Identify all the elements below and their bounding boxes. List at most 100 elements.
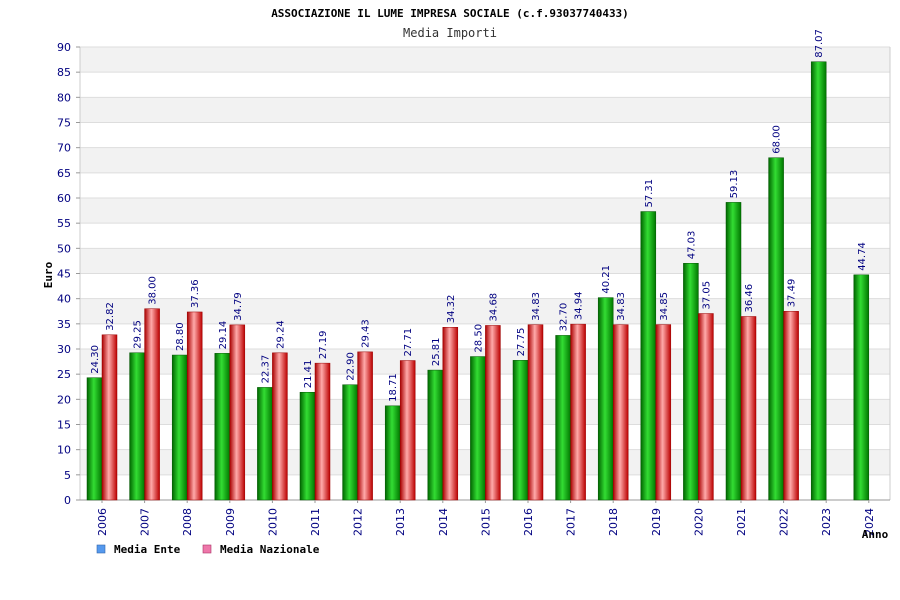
data-label-media-nazionale: 37.49	[787, 279, 798, 308]
data-label-media-ente: 59.13	[729, 170, 740, 199]
data-label-media-nazionale: 34.83	[616, 292, 627, 321]
legend-label-media-ente: Media Ente	[114, 543, 181, 556]
y-tick-label: 35	[57, 318, 71, 331]
data-label-media-ente: 29.25	[133, 320, 144, 349]
data-label-media-ente: 28.50	[473, 324, 484, 353]
x-tick-label: 2006	[96, 508, 109, 536]
y-tick-label: 30	[57, 343, 71, 356]
bar-media-ente	[470, 356, 486, 501]
y-axis-label: Euro	[42, 261, 55, 288]
bar-media-nazionale	[272, 352, 288, 501]
x-tick-label: 2009	[224, 508, 237, 536]
data-label-media-nazionale: 38.00	[148, 276, 159, 305]
x-tick-label: 2014	[437, 508, 450, 536]
data-label-media-ente: 29.14	[218, 321, 229, 350]
x-tick-label: 2024	[863, 508, 876, 536]
x-tick-label: 2017	[565, 508, 578, 536]
data-label-media-nazionale: 27.71	[403, 328, 414, 357]
data-label-media-nazionale: 34.32	[446, 295, 457, 324]
y-tick-label: 20	[57, 393, 71, 406]
x-tick-label: 2007	[139, 508, 152, 536]
x-tick-label: 2013	[394, 508, 407, 536]
data-label-media-ente: 44.74	[857, 242, 868, 271]
bar-media-ente	[555, 335, 571, 501]
data-label-media-nazionale: 36.46	[744, 284, 755, 313]
y-tick-label: 55	[57, 217, 71, 230]
bar-media-nazionale	[229, 324, 246, 501]
y-tick-label: 15	[57, 419, 71, 432]
y-axis-ticks: 0 5 10 15 20 25 30 35 40 45 50 55 60 65 70 75 80 85 90	[57, 41, 80, 507]
grid-band	[80, 122, 890, 148]
y-tick-label: 50	[57, 242, 71, 255]
bar-media-nazionale	[399, 360, 416, 501]
bar-media-nazionale	[783, 311, 799, 501]
bar-media-nazionale	[527, 324, 544, 501]
bar-media-nazionale	[698, 313, 714, 501]
bars: 24.30 32.82 29.25 38.00 28.80 37.36 29.14 34.79…	[86, 29, 870, 501]
data-label-media-ente: 68.00	[772, 125, 783, 154]
y-tick-label: 80	[57, 91, 71, 104]
x-axis-ticks: 2006 2007 2008 2009 2010 2011 2012 2013 2014 2015…	[96, 500, 876, 536]
data-label-media-ente: 22.90	[346, 352, 357, 381]
bar-media-ente	[129, 352, 145, 501]
data-label-media-nazionale: 34.68	[488, 293, 499, 322]
x-tick-label: 2010	[266, 508, 279, 536]
bar-media-nazionale	[570, 323, 586, 501]
grid-band	[80, 273, 890, 299]
x-tick-label: 2008	[181, 508, 194, 536]
grid-band	[80, 72, 890, 98]
y-tick-label: 10	[57, 444, 71, 457]
y-tick-label: 65	[57, 167, 71, 180]
chart-title: ASSOCIAZIONE IL LUME IMPRESA SOCIALE (c.…	[271, 7, 629, 20]
bar-media-nazionale	[485, 325, 501, 501]
y-tick-label: 0	[64, 494, 71, 507]
legend-swatch-media-ente	[96, 544, 106, 554]
data-label-media-ente: 47.03	[686, 231, 697, 260]
data-label-media-nazionale: 34.94	[574, 291, 585, 320]
bar-media-ente	[214, 353, 231, 501]
chart-subtitle: Media Importi	[403, 26, 497, 40]
bar-media-nazionale	[314, 362, 331, 501]
grid-band	[80, 147, 890, 173]
bar-media-ente	[683, 263, 699, 501]
bar-media-ente	[384, 405, 401, 501]
data-label-media-ente: 27.75	[516, 328, 527, 357]
legend: Media Ente Media Nazionale	[96, 543, 320, 556]
data-label-media-ente: 24.30	[90, 345, 101, 374]
x-tick-label: 2012	[352, 508, 365, 536]
x-tick-label: 2016	[522, 508, 535, 536]
x-tick-label: 2018	[607, 508, 620, 536]
data-label-media-nazionale: 34.85	[659, 292, 670, 321]
legend-label-media-nazionale: Media Nazionale	[220, 543, 320, 556]
x-tick-label: 2020	[692, 508, 705, 536]
grid-band	[80, 223, 890, 249]
data-label-media-nazionale: 29.43	[361, 319, 372, 348]
bar-media-ente	[86, 377, 103, 501]
bar-media-ente	[299, 391, 316, 501]
grid-band	[80, 248, 890, 274]
bar-media-nazionale	[612, 324, 629, 501]
data-label-media-ente: 87.07	[814, 29, 825, 58]
bar-media-nazionale	[740, 316, 757, 501]
y-tick-label: 40	[57, 293, 71, 306]
bar-media-ente	[257, 387, 273, 501]
y-tick-label: 60	[57, 192, 71, 205]
bar-media-ente	[640, 211, 657, 501]
bar-media-nazionale	[655, 324, 672, 501]
grid-band	[80, 172, 890, 198]
bar-media-ente	[725, 202, 742, 501]
grid-band	[80, 97, 890, 123]
data-label-media-nazionale: 27.19	[318, 331, 329, 360]
bar-media-nazionale	[442, 327, 459, 501]
bar-media-ente	[853, 274, 870, 501]
x-tick-label: 2015	[479, 508, 492, 536]
x-tick-label: 2023	[820, 508, 833, 536]
bar-media-nazionale	[101, 334, 118, 501]
data-label-media-nazionale: 34.83	[531, 292, 542, 321]
bar-media-nazionale	[357, 351, 373, 501]
bar-media-ente	[768, 157, 784, 501]
y-tick-label: 45	[57, 268, 71, 281]
bar-media-ente	[597, 297, 614, 501]
bar-media-nazionale	[144, 308, 160, 501]
